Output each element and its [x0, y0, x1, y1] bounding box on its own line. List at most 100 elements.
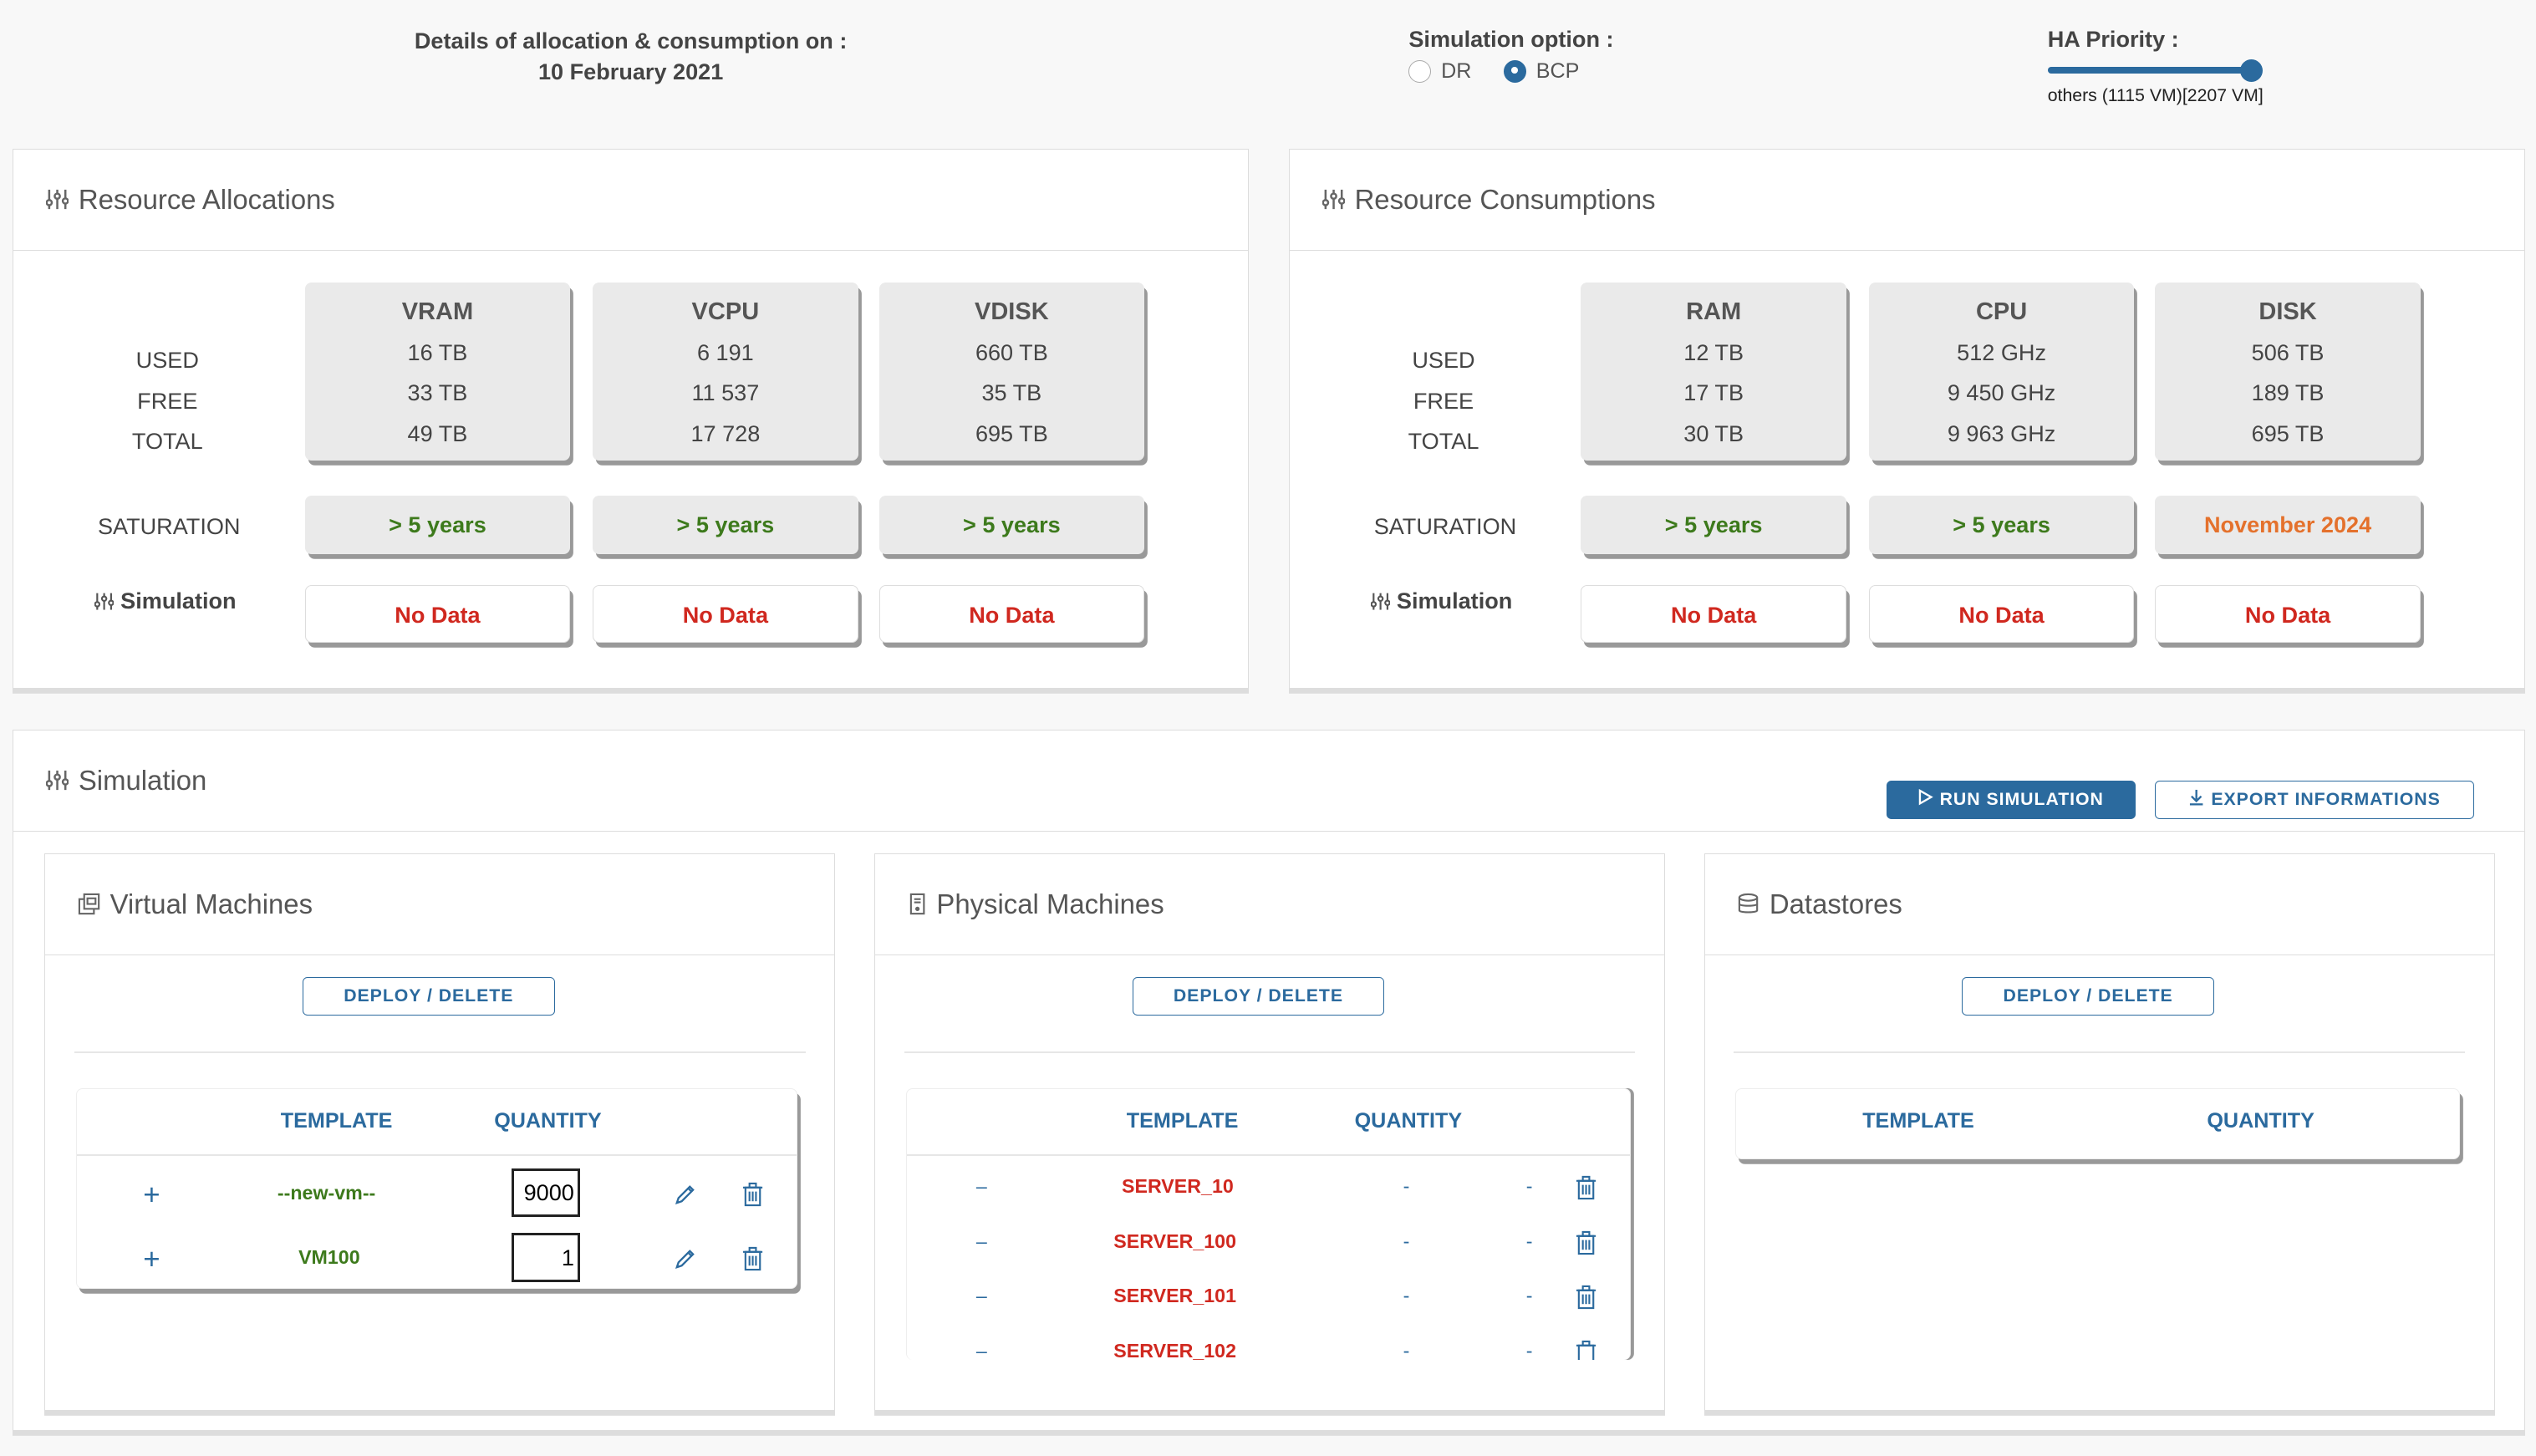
metric-free: 17 TB [1683, 379, 1744, 406]
radio-dr[interactable] [1408, 59, 1432, 83]
pm-extra: - [1525, 1229, 1533, 1252]
metric-total: 695 TB [2251, 420, 2325, 446]
ha-priority-slider[interactable] [2047, 59, 2264, 82]
vm-table: TEMPLATE QUANTITY + --new-vm-- + VM100 [75, 1088, 797, 1290]
saturation-ram: > 5 years [1581, 496, 1846, 554]
radio-bcp-label[interactable]: BCP [1535, 59, 1580, 83]
pm-template-name: SERVER_101 [1113, 1285, 1237, 1307]
col-quantity: QUANTITY [1354, 1108, 1463, 1133]
sliders-icon [46, 769, 69, 792]
total-label: TOTAL [1408, 428, 1479, 455]
trash-icon[interactable] [1575, 1175, 1597, 1206]
divider [904, 1051, 1636, 1053]
virtual-machines-card: Virtual Machines DEPLOY / DELETE TEMPLAT… [44, 853, 836, 1412]
metric-total: 17 728 [690, 420, 761, 446]
metric-free: 35 TB [981, 379, 1042, 406]
ds-table: TEMPLATE QUANTITY [1735, 1088, 2461, 1160]
edit-icon[interactable] [672, 1246, 698, 1277]
trash-icon[interactable] [1575, 1230, 1597, 1261]
ha-slider-handle[interactable] [2239, 59, 2264, 82]
pm-extra: - [1525, 1340, 1533, 1361]
saturation-vram: > 5 years [304, 496, 571, 554]
trash-icon[interactable] [741, 1182, 764, 1213]
remove-icon[interactable]: – [975, 1174, 987, 1197]
metric-vdisk: VDISK 660 TB 35 TB 695 TB [878, 282, 1145, 461]
vm-template-name: --new-vm-- [277, 1181, 376, 1204]
edit-icon[interactable] [672, 1182, 698, 1213]
quantity-input[interactable] [512, 1233, 580, 1282]
play-icon [1918, 789, 1934, 810]
remove-icon[interactable]: – [975, 1229, 987, 1252]
metric-title: VRAM [401, 298, 474, 326]
metric-title: DISK [2258, 298, 2317, 326]
simulation-panel: Simulation RUN SIMULATION EXPORT INFORMA… [13, 729, 2525, 1432]
radio-bcp[interactable] [1504, 59, 1527, 83]
details-title: Details of allocation & consumption on : [414, 27, 848, 53]
col-template: TEMPLATE [1862, 1108, 1974, 1133]
alloc-simulation-label: Simulation [94, 588, 237, 614]
total-label: TOTAL [131, 428, 203, 455]
cons-row-labels: USED FREE TOTAL [1387, 340, 1500, 461]
pm-table: TEMPLATE QUANTITY – SERVER_10 - - – SERV… [905, 1088, 1631, 1361]
ha-priority-group: HA Priority : others (1115 VM)[2207 VM] [2047, 25, 2264, 106]
resource-allocations-panel: Resource Allocations USED FREE TOTAL SAT… [13, 149, 1249, 690]
simulation-vcpu: No Data [593, 584, 858, 644]
used-label: USED [1412, 347, 1475, 374]
used-label: USED [135, 347, 199, 374]
alloc-row-labels: USED FREE TOTAL [111, 340, 224, 461]
pm-quantity: - [1403, 1285, 1410, 1307]
simulation-cpu: No Data [1868, 584, 2135, 644]
pm-quantity: - [1403, 1340, 1410, 1361]
pm-quantity: - [1403, 1229, 1410, 1252]
physical-machines-card: Physical Machines DEPLOY / DELETE TEMPLA… [873, 853, 1666, 1412]
quantity-input[interactable] [512, 1168, 580, 1218]
saturation-vdisk: > 5 years [878, 496, 1145, 554]
ha-priority-caption: others (1115 VM)[2207 VM] [2047, 84, 2264, 105]
trash-icon[interactable] [1575, 1285, 1597, 1316]
datastores-card: Datastores DEPLOY / DELETE TEMPLATE QUAN… [1703, 853, 2495, 1412]
divider [1734, 1051, 2465, 1053]
ha-slider-track [2047, 67, 2252, 74]
pm-extra: - [1525, 1285, 1533, 1307]
metric-free: 189 TB [2251, 379, 2325, 406]
run-simulation-button[interactable]: RUN SIMULATION [1887, 780, 2136, 820]
ds-deploy-delete-button[interactable]: DEPLOY / DELETE [1962, 976, 2215, 1016]
metric-used: 512 GHz [1957, 339, 2046, 365]
add-icon[interactable]: + [143, 1243, 160, 1276]
simulation-option-title: Simulation option : [1408, 25, 1614, 52]
download-icon [2188, 788, 2204, 811]
simulation-option-group: Simulation option : DR BCP [1408, 25, 1614, 84]
ha-priority-title: HA Priority : [2047, 25, 2179, 52]
radio-dr-label[interactable]: DR [1441, 59, 1472, 83]
metric-used: 16 TB [407, 339, 468, 365]
pm-quantity: - [1403, 1174, 1410, 1197]
export-informations-button[interactable]: EXPORT INFORMATIONS [2155, 780, 2474, 820]
trash-icon[interactable] [1575, 1340, 1597, 1361]
pm-deploy-delete-button[interactable]: DEPLOY / DELETE [1132, 976, 1385, 1016]
metric-free: 11 537 [691, 379, 760, 406]
table-divider [906, 1153, 1630, 1156]
metric-title: RAM [1686, 298, 1742, 326]
table-divider [76, 1153, 797, 1156]
run-simulation-label: RUN SIMULATION [1939, 789, 2104, 810]
free-label: FREE [1413, 387, 1474, 414]
add-icon[interactable]: + [143, 1178, 160, 1211]
metric-used: 6 191 [696, 339, 754, 365]
trash-icon[interactable] [741, 1246, 764, 1277]
col-quantity: QUANTITY [494, 1108, 602, 1133]
col-template: TEMPLATE [1126, 1108, 1239, 1133]
virtual-machine-icon [78, 893, 100, 915]
datastores-title: Datastores [1769, 888, 1902, 919]
resource-consumptions-panel: Resource Consumptions USED FREE TOTAL SA… [1289, 149, 2525, 690]
alloc-saturation-label: SATURATION [97, 513, 241, 540]
sliders-icon [1370, 592, 1391, 611]
vm-deploy-delete-button[interactable]: DEPLOY / DELETE [302, 976, 555, 1016]
cons-simulation-label: Simulation [1370, 588, 1512, 614]
metric-ram: RAM 12 TB 17 TB 30 TB [1581, 282, 1846, 461]
remove-icon[interactable]: – [975, 1340, 987, 1361]
remove-icon[interactable]: – [975, 1285, 987, 1307]
simulation-title: Simulation [78, 764, 207, 796]
divider [74, 1051, 806, 1053]
metric-title: CPU [1975, 298, 2028, 326]
simulation-vram: No Data [304, 584, 571, 644]
